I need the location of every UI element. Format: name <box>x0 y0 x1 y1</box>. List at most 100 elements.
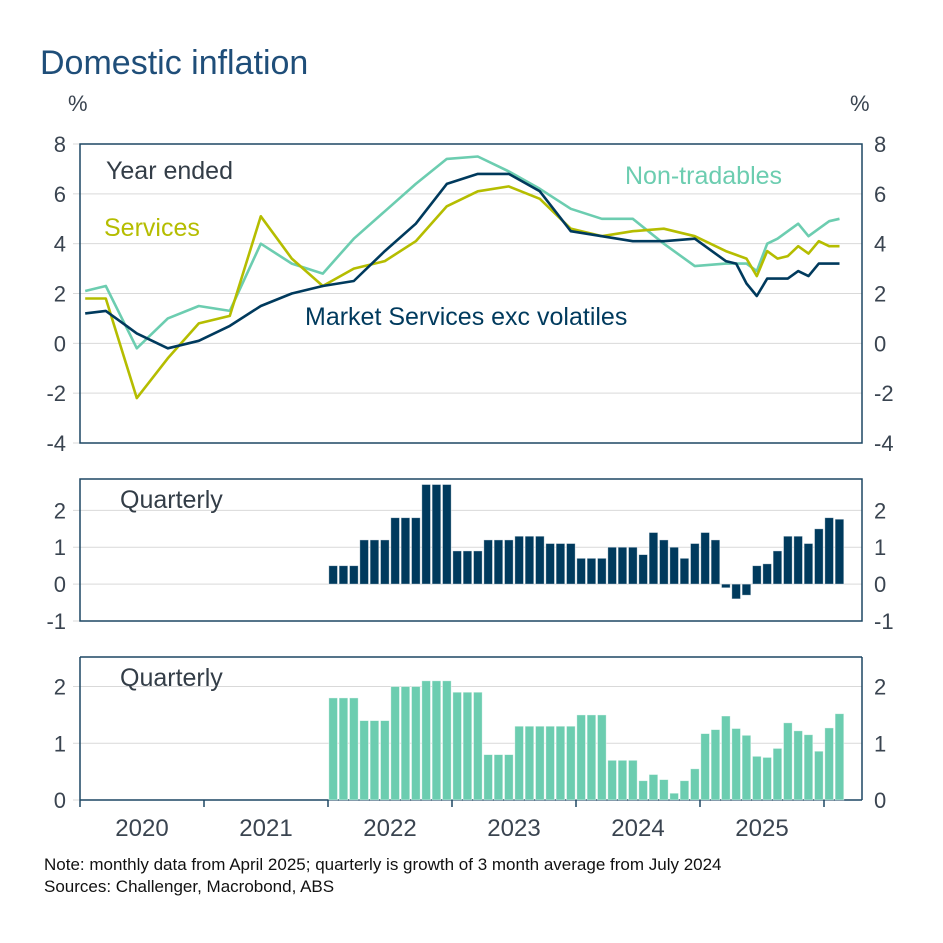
bar <box>648 774 659 801</box>
bar <box>731 583 741 600</box>
bar <box>555 543 566 585</box>
bar <box>659 539 669 585</box>
series-line-services <box>85 185 840 400</box>
bar <box>421 680 431 801</box>
y-tick-label-right: -2 <box>874 381 894 406</box>
bar <box>762 757 772 801</box>
bar <box>710 729 721 801</box>
bar <box>566 725 576 801</box>
y-tick-label-left: -2 <box>46 381 66 406</box>
bar <box>483 754 493 801</box>
bar <box>400 517 411 585</box>
y-tick-label-left: 4 <box>54 232 66 257</box>
bar <box>783 535 793 585</box>
bar <box>359 720 369 801</box>
panel-label-year-ended: Year ended <box>106 157 233 185</box>
bar <box>524 725 535 801</box>
bar <box>783 722 793 801</box>
bar <box>638 780 648 801</box>
y-tick-label-right: 2 <box>874 282 886 307</box>
y-tick-label-left: 0 <box>54 572 66 597</box>
bar <box>431 680 442 801</box>
bar <box>793 535 803 585</box>
bar <box>442 484 452 585</box>
y-tick-label-right: 4 <box>874 232 886 257</box>
bar <box>421 484 431 585</box>
bar <box>504 754 514 801</box>
y-tick-label-left: 0 <box>54 331 66 356</box>
bar <box>576 714 586 801</box>
bar <box>452 550 462 585</box>
y-tick-label-right: 8 <box>874 132 886 157</box>
x-tick-label: 2020 <box>115 815 168 842</box>
bar <box>752 755 762 801</box>
y-tick-label-right: 0 <box>874 788 886 813</box>
bar <box>586 714 597 801</box>
bar <box>710 539 721 585</box>
bar <box>473 550 483 585</box>
bar <box>638 554 648 585</box>
y-tick-label-left: 2 <box>54 675 66 700</box>
y-tick-label-left: 0 <box>54 788 66 813</box>
x-tick-label: 2023 <box>487 815 540 842</box>
x-tick-label: 2024 <box>611 815 664 842</box>
y-tick-label-right: 2 <box>874 675 886 700</box>
bar <box>669 792 679 801</box>
bar <box>524 535 535 585</box>
panel-label-quarterly-1: Quarterly <box>120 486 223 514</box>
bar <box>721 715 731 801</box>
bar <box>338 697 349 801</box>
bar <box>648 532 659 585</box>
bar <box>535 535 545 585</box>
bar <box>824 517 834 585</box>
bar <box>741 734 752 801</box>
bar <box>617 546 628 585</box>
bar <box>545 543 555 585</box>
bar <box>566 543 576 585</box>
x-tick-label: 2021 <box>239 815 292 842</box>
y-tick-label-left: 1 <box>54 731 66 756</box>
bar <box>814 750 824 801</box>
bar <box>814 528 824 585</box>
bar <box>617 759 628 801</box>
bar <box>690 543 700 585</box>
y-tick-label-left: 8 <box>54 132 66 157</box>
bar <box>462 550 473 585</box>
y-tick-label-right: 1 <box>874 731 886 756</box>
bar <box>679 557 690 585</box>
y-tick-label-right: 6 <box>874 182 886 207</box>
bar <box>411 517 421 585</box>
bar <box>721 583 731 589</box>
bar <box>338 565 349 585</box>
bar <box>669 546 679 585</box>
bar <box>400 686 411 801</box>
bar <box>328 565 338 585</box>
bar <box>483 539 493 585</box>
bar <box>442 680 452 801</box>
series-line-market-services-exc-volatiles <box>85 172 840 350</box>
y-tick-label-left: 2 <box>54 282 66 307</box>
bar <box>359 539 369 585</box>
bar <box>462 691 473 801</box>
bar <box>431 484 442 585</box>
bar <box>390 686 400 801</box>
series-label-non-tradables: Non-tradables <box>625 162 782 190</box>
bar <box>607 759 617 801</box>
y-tick-label-left: 1 <box>54 535 66 560</box>
bar <box>545 725 555 801</box>
y-tick-label-left: -1 <box>46 609 66 634</box>
bar <box>731 728 741 801</box>
bar <box>473 691 483 801</box>
bar <box>834 713 845 801</box>
bar <box>328 697 338 801</box>
bar <box>380 539 390 585</box>
series-label-market-services: Market Services exc volatiles <box>305 303 627 331</box>
series-line-non-tradables <box>84 155 840 350</box>
plot-frame <box>79 143 863 444</box>
panel-label-quarterly-2: Quarterly <box>120 664 223 692</box>
year-ended-panel: 8 8 6 6 4 4 2 2 0 0 -2 -2 -4 -4 <box>46 132 893 456</box>
bar <box>762 563 772 585</box>
bar <box>369 720 380 801</box>
y-tick-label-right: 0 <box>874 331 886 356</box>
bar <box>411 686 421 801</box>
